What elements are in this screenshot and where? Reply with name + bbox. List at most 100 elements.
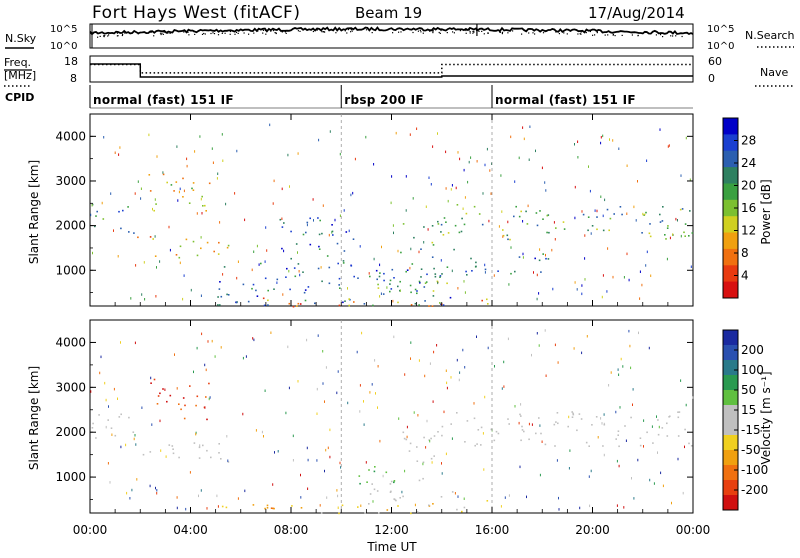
nsearch-point (607, 34, 609, 36)
scatter-cell (416, 127, 418, 130)
scatter-cell (440, 231, 442, 233)
scatter-cell (439, 275, 442, 277)
colorbar-swatch (723, 345, 738, 361)
scatter-cell (418, 280, 421, 283)
scatter-cell (236, 276, 238, 280)
scatter-cell (137, 236, 139, 239)
scatter-cell (175, 181, 178, 183)
scatter-cell (623, 506, 625, 509)
scatter-cell (102, 218, 105, 220)
scatter-cell (393, 480, 396, 482)
scatter-cell (662, 206, 664, 208)
cpid-segment-label: rbsp 200 IF (344, 93, 424, 107)
nsearch-point (322, 31, 324, 33)
scatter-cell (336, 242, 339, 245)
scatter-cell (141, 406, 143, 409)
scatter-cell (426, 419, 428, 423)
scatter-cell (579, 506, 581, 510)
scatter-cell (411, 263, 414, 265)
scatter-cell (338, 304, 341, 307)
scatter-cell (378, 512, 380, 514)
colorbar-tick-label: 4 (741, 269, 749, 283)
scatter-cell (344, 300, 346, 302)
nsearch-point (221, 32, 223, 34)
scatter-cell (450, 423, 452, 425)
scatter-cell (429, 439, 431, 443)
nsearch-point (99, 35, 101, 37)
scatter-cell (418, 304, 420, 306)
scatter-cell (518, 256, 521, 258)
scatter-cell (418, 250, 420, 254)
scatter-cell (589, 189, 591, 193)
scatter-cell (159, 419, 161, 423)
scatter-cell (643, 445, 644, 448)
scatter-cell (405, 209, 407, 212)
colorbar-tick-label: -200 (741, 483, 768, 497)
scatter-cell (510, 135, 512, 139)
colorbar-swatch (723, 435, 738, 451)
nsearch-point (580, 31, 582, 33)
scatter-cell (220, 458, 222, 460)
scatter-cell (264, 277, 267, 280)
scatter-cell (119, 146, 121, 149)
scatter-cell (289, 185, 290, 188)
scatter-cell (685, 403, 687, 407)
scatter-cell (410, 304, 413, 306)
scatter-cell (318, 248, 321, 250)
scatter-cell (618, 464, 620, 468)
cpid-segment-label: normal (fast) 151 IF (495, 93, 636, 107)
scatter-cell (386, 509, 389, 511)
scatter-cell (571, 411, 573, 413)
scatter-cell (540, 271, 542, 273)
scatter-cell (329, 428, 331, 432)
scatter-cell (645, 211, 647, 214)
scatter-cell (337, 494, 339, 498)
scatter-cell (465, 212, 468, 215)
nsearch-point (453, 32, 455, 34)
scatter-cell (555, 421, 557, 423)
scatter-cell (622, 365, 624, 368)
scatter-cell (281, 226, 284, 228)
scatter-cell (242, 412, 244, 416)
nsearch-point (204, 33, 206, 35)
date-label: 17/Aug/2014 (588, 4, 685, 22)
scatter-cell (656, 415, 657, 418)
scatter-cell (609, 138, 610, 141)
nsearch-point (183, 31, 185, 33)
scatter-cell (552, 287, 554, 291)
scatter-cell (596, 228, 598, 231)
scatter-cell (646, 159, 648, 162)
scatter-cell (409, 284, 412, 287)
scatter-cell (287, 153, 289, 157)
scatter-cell (666, 257, 668, 261)
scatter-cell (535, 149, 536, 153)
scatter-cell (192, 240, 195, 243)
scatter-cell (338, 277, 341, 280)
scatter-cell (302, 233, 305, 236)
scatter-cell (624, 425, 626, 427)
scatter-cell (482, 192, 484, 195)
scatter-cell (196, 395, 199, 398)
scatter-cell (574, 281, 576, 284)
scatter-cell (538, 292, 540, 295)
power-panel: 1000 2000 3000 4000 Slant Range [km] (27, 113, 694, 308)
scatter-cell (519, 413, 521, 416)
scatter-cell (489, 169, 491, 172)
scatter-cell (185, 238, 188, 241)
nsearch-point (161, 32, 163, 34)
nsearch-point (501, 33, 503, 35)
scatter-cell (589, 504, 591, 508)
scatter-cell (332, 234, 334, 236)
scatter-cell (251, 287, 253, 290)
scatter-cell (200, 197, 202, 201)
scatter-cell (331, 230, 334, 233)
scatter-cell (475, 261, 477, 264)
scatter-cell (522, 252, 524, 256)
scatter-cell (90, 390, 92, 393)
scatter-cell (587, 229, 589, 232)
scatter-cell (397, 249, 399, 253)
scatter-cell (600, 195, 602, 198)
scatter-cell (490, 192, 492, 195)
scatter-cell (658, 425, 660, 429)
scatter-cell (140, 187, 142, 190)
